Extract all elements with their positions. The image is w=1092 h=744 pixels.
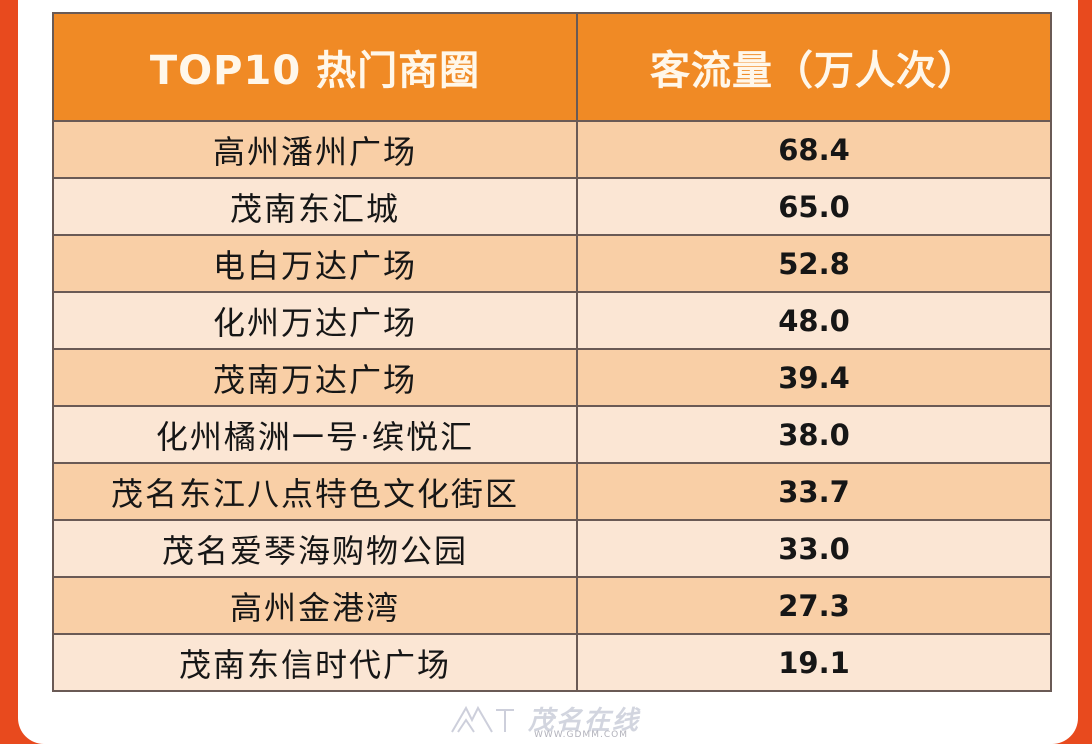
table-row: 高州金港湾 27.3 (52, 576, 1052, 635)
watermark-logo-icon (451, 705, 514, 733)
traffic-value: 27.3 (576, 576, 1052, 635)
ranking-table-container: TOP10 热门商圈 客流量（万人次） 高州潘州广场 68.4 茂南东汇城 65… (52, 12, 1052, 692)
table-row: 茂名爱琴海购物公园 33.0 (52, 519, 1052, 578)
table-header-row: TOP10 热门商圈 客流量（万人次） (52, 12, 1052, 122)
table-row: 茂南万达广场 39.4 (52, 348, 1052, 407)
table-row: 化州橘洲一号·缤悦汇 38.0 (52, 405, 1052, 464)
district-name: 电白万达广场 (52, 234, 578, 293)
district-name: 化州万达广场 (52, 291, 578, 350)
table-row: 电白万达广场 52.8 (52, 234, 1052, 293)
table-row: 化州万达广场 48.0 (52, 291, 1052, 350)
watermark-url: WWW.GDMM.COM (534, 730, 628, 740)
table-row: 高州潘州广场 68.4 (52, 120, 1052, 179)
traffic-value: 48.0 (576, 291, 1052, 350)
table-row: 茂南东信时代广场 19.1 (52, 633, 1052, 692)
district-name: 高州潘州广场 (52, 120, 578, 179)
traffic-value: 33.7 (576, 462, 1052, 521)
traffic-value: 19.1 (576, 633, 1052, 692)
district-name: 高州金港湾 (52, 576, 578, 635)
traffic-value: 65.0 (576, 177, 1052, 236)
traffic-value: 39.4 (576, 348, 1052, 407)
district-name: 茂南东信时代广场 (52, 633, 578, 692)
traffic-value: 38.0 (576, 405, 1052, 464)
ranking-table: TOP10 热门商圈 客流量（万人次） 高州潘州广场 68.4 茂南东汇城 65… (52, 12, 1052, 692)
district-name: 茂南东汇城 (52, 177, 578, 236)
district-name: 茂南万达广场 (52, 348, 578, 407)
table-row: 茂南东汇城 65.0 (52, 177, 1052, 236)
column-header-traffic: 客流量（万人次） (576, 12, 1052, 122)
traffic-value: 52.8 (576, 234, 1052, 293)
column-header-district: TOP10 热门商圈 (52, 12, 578, 122)
district-name: 茂名爱琴海购物公园 (52, 519, 578, 578)
district-name: 化州橘洲一号·缤悦汇 (52, 405, 578, 464)
traffic-value: 68.4 (576, 120, 1052, 179)
watermark: 茂名在线 WWW.GDMM.COM (448, 700, 658, 740)
traffic-value: 33.0 (576, 519, 1052, 578)
district-name: 茂名东江八点特色文化街区 (52, 462, 578, 521)
watermark-brand: 茂名在线 (528, 706, 641, 736)
table-row: 茂名东江八点特色文化街区 33.7 (52, 462, 1052, 521)
